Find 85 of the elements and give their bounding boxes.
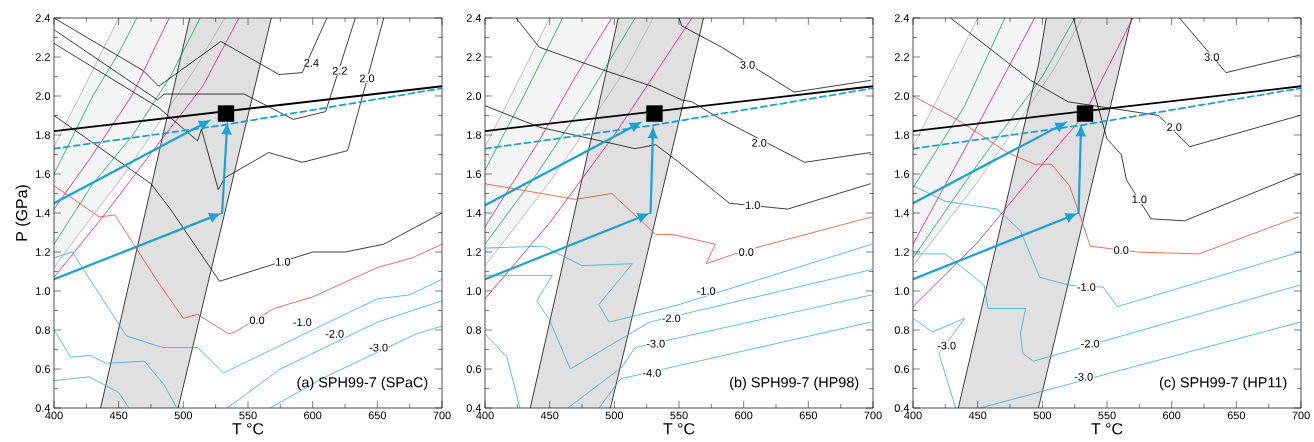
annotation: 3.0 — [1204, 53, 1219, 61]
y-tick-label: 1.2 — [36, 248, 50, 256]
x-tick-label: 400 — [904, 411, 922, 420]
y-tick-label: 2.0 — [466, 92, 482, 100]
x-axis-title: T °C — [1091, 423, 1123, 435]
x-tick-label: 450 — [540, 411, 559, 420]
y-tick-label: 2.4 — [894, 14, 910, 22]
y-tick-label: 1.2 — [467, 248, 481, 256]
annotation: -1.0 — [293, 318, 312, 327]
annotation: 2.2 — [332, 66, 347, 75]
y-tick-label: 0.8 — [35, 326, 50, 334]
y-tick-label: 1.0 — [467, 287, 482, 295]
y-tick-label: 0.4 — [894, 404, 910, 412]
annotation: 0.0 — [1114, 246, 1129, 254]
x-axis-title: T °C — [663, 423, 695, 435]
y-tick-label: 0.4 — [466, 404, 482, 412]
annotation: (a) SPH99-7 (SPaC) — [297, 376, 428, 391]
annotation: -3.0 — [646, 339, 665, 348]
y-tick-label: 0.8 — [466, 326, 481, 334]
annotation: -3.0 — [1074, 372, 1093, 381]
x-tick-label: 500 — [1033, 411, 1052, 420]
y-tick-label: 1.2 — [895, 248, 909, 256]
x-tick-label: 600 — [735, 411, 753, 420]
annotation: -2.0 — [662, 314, 681, 323]
x-tick-label: 600 — [1163, 411, 1181, 420]
y-tick-label: 2.2 — [35, 53, 50, 61]
annotation: 1.0 — [1132, 195, 1147, 204]
x-tick-label: 700 — [864, 411, 882, 420]
y-tick-label: 2.0 — [35, 92, 51, 100]
annotation: 2.0 — [359, 74, 375, 83]
annotation: -4.0 — [642, 369, 661, 377]
annotation: -1.0 — [1077, 283, 1096, 291]
y-tick-label: 1.4 — [895, 209, 910, 217]
annotation: 2.0 — [752, 138, 767, 147]
annotation: -1.0 — [697, 287, 716, 295]
y-tick-label: 1.8 — [36, 131, 50, 139]
x-tick-label: 550 — [1098, 411, 1116, 420]
x-tick-label: 450 — [109, 411, 128, 420]
y-axis-title: P (GPa) — [15, 185, 31, 241]
x-tick-label: 500 — [174, 411, 193, 420]
y-tick-label: 1.0 — [895, 287, 910, 295]
y-tick-label: 1.4 — [467, 209, 482, 217]
y-tick-label: 1.6 — [36, 170, 50, 178]
y-tick-label: 0.6 — [894, 365, 910, 373]
x-tick-label: 450 — [968, 411, 987, 420]
y-tick-label: 0.8 — [894, 326, 910, 334]
annotation: 1.0 — [745, 201, 760, 210]
y-tick-label: 1.0 — [36, 287, 51, 295]
x-tick-label: 700 — [1292, 411, 1310, 420]
x-tick-label: 600 — [304, 411, 322, 420]
annotation: -3.0 — [937, 341, 956, 350]
y-tick-label: 0.6 — [35, 365, 50, 373]
annotation: 1.0 — [276, 257, 291, 266]
y-tick-label: 2.0 — [894, 92, 910, 100]
x-tick-label: 400 — [45, 411, 63, 420]
y-tick-label: 1.4 — [36, 209, 51, 217]
x-tick-label: 650 — [368, 411, 387, 420]
annotation: -2.0 — [325, 330, 344, 338]
annotation: -2.0 — [1081, 339, 1100, 348]
y-tick-label: 2.4 — [35, 14, 51, 22]
y-tick-label: 1.6 — [895, 170, 910, 178]
x-axis-title: T °C — [232, 423, 264, 435]
annotation: (c) SPH99-7 (HP11) — [1159, 376, 1287, 391]
y-tick-label: 1.6 — [467, 170, 481, 178]
annotation: 0.0 — [249, 316, 265, 325]
x-tick-label: 500 — [605, 411, 624, 420]
annotation: 2.4 — [304, 59, 319, 67]
x-tick-label: 700 — [433, 411, 451, 420]
y-tick-label: 0.4 — [35, 404, 51, 412]
x-tick-label: 650 — [1227, 411, 1246, 420]
annotation: 0.0 — [739, 248, 754, 256]
x-tick-label: 550 — [239, 411, 257, 420]
y-tick-label: 2.2 — [894, 53, 909, 61]
annotation: 3.0 — [740, 60, 755, 69]
y-tick-label: 1.8 — [895, 131, 910, 139]
x-tick-label: 400 — [476, 411, 494, 420]
annotation: 2.0 — [1167, 123, 1182, 132]
y-tick-label: 2.2 — [466, 53, 481, 61]
annotation: -3.0 — [369, 343, 388, 352]
annotation: (b) SPH99-7 (HP98) — [730, 376, 859, 391]
x-tick-label: 650 — [799, 411, 818, 420]
x-tick-label: 550 — [670, 411, 688, 420]
y-tick-label: 0.6 — [466, 365, 481, 373]
y-tick-label: 2.4 — [466, 14, 482, 22]
y-tick-label: 1.8 — [467, 131, 481, 139]
